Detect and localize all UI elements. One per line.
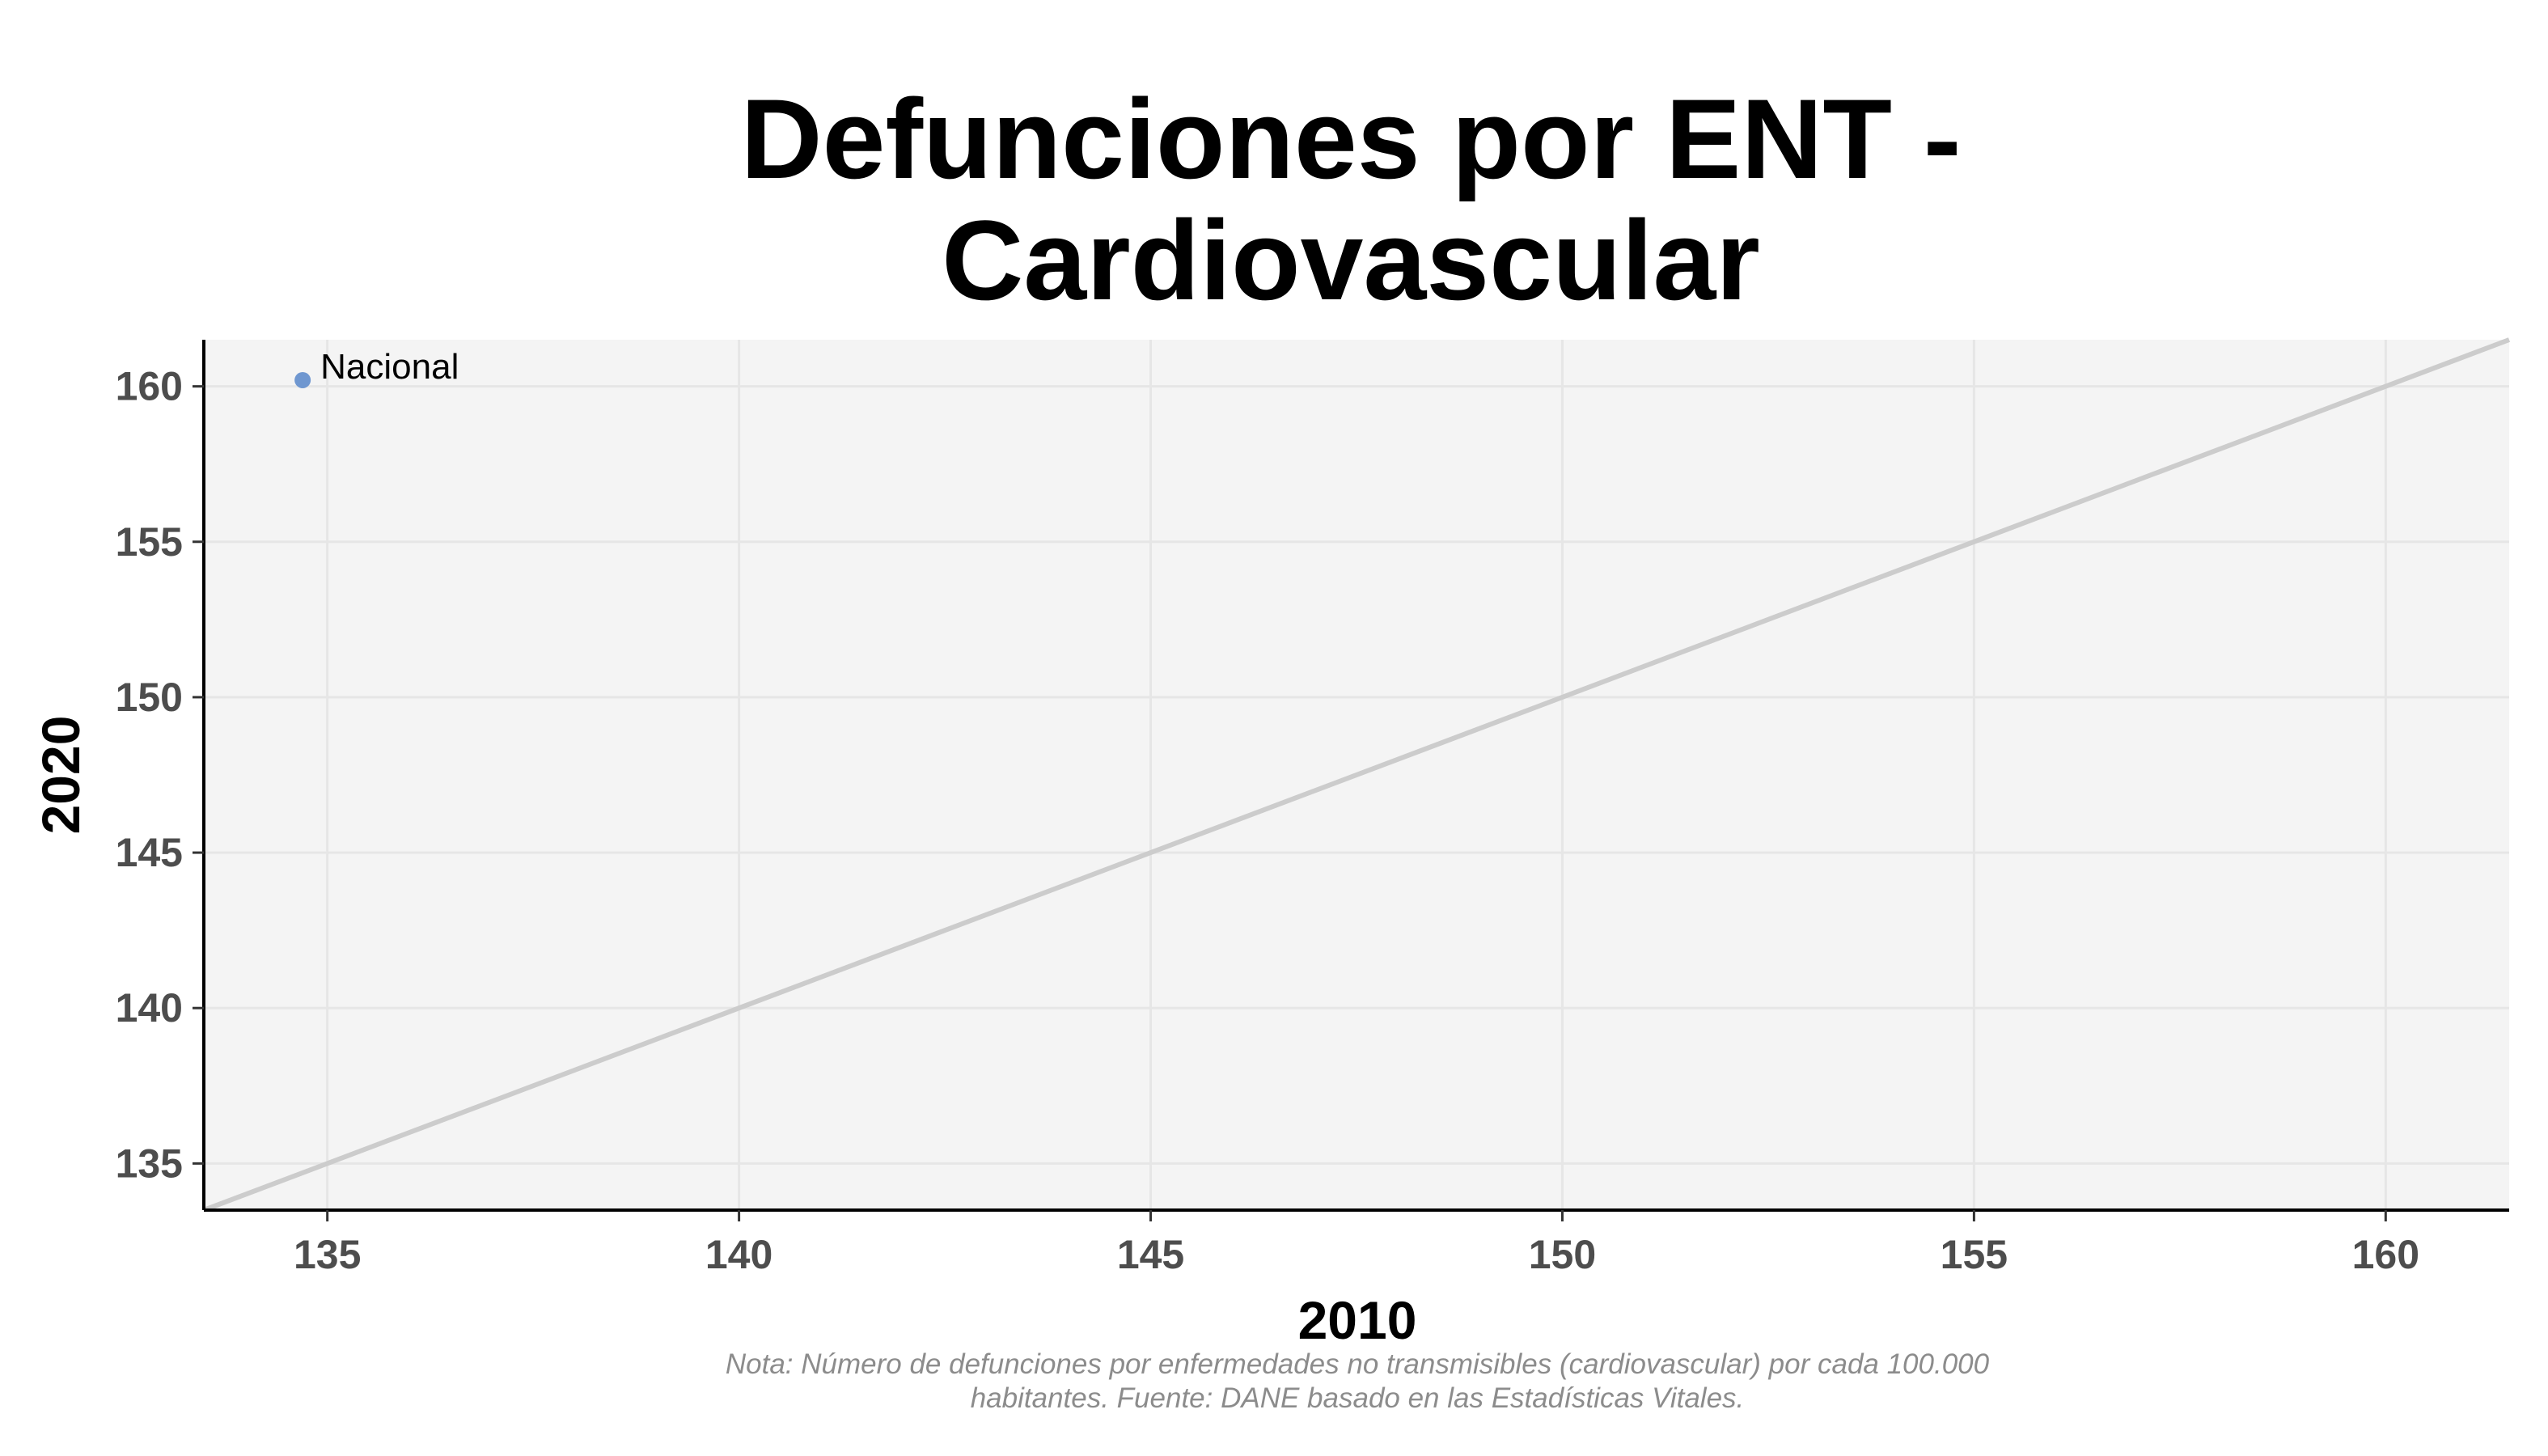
chart-caption: Nota: Número de defunciones por enfermed… xyxy=(726,1348,1990,1414)
y-axis-ticks: 135 140 145 150 155 160 xyxy=(116,364,204,1186)
x-axis-ticks: 135 140 145 150 155 160 xyxy=(294,1210,2419,1277)
x-tick-label-2: 145 xyxy=(1117,1232,1184,1277)
data-points: Nacional xyxy=(294,347,459,388)
y-axis-title: 2020 xyxy=(31,716,91,835)
x-tick-label-5: 160 xyxy=(2352,1232,2419,1277)
grid-lines xyxy=(204,340,2509,1210)
x-tick-label-1: 140 xyxy=(705,1232,772,1277)
y-tick-label-0: 135 xyxy=(116,1141,183,1186)
x-tick-label-0: 135 xyxy=(294,1232,361,1277)
caption-line-2: habitantes. Fuente: DANE basado en las E… xyxy=(971,1382,1745,1414)
y-tick-label-2: 145 xyxy=(116,830,183,875)
reference-diagonal-line xyxy=(202,337,2511,1213)
chart-title-line-1: Defunciones por ENT - xyxy=(741,75,1962,202)
data-point-0 xyxy=(294,371,311,388)
x-axis-title: 2010 xyxy=(1298,1290,1417,1350)
data-point-label-0: Nacional xyxy=(320,347,459,387)
y-tick-label-5: 160 xyxy=(116,364,183,409)
caption-line-1: Nota: Número de defunciones por enfermed… xyxy=(726,1348,1990,1380)
y-tick-label-4: 155 xyxy=(116,519,183,565)
chart-title: Defunciones por ENT - Cardiovascular xyxy=(741,75,1962,324)
chart-title-line-2: Cardiovascular xyxy=(942,197,1760,324)
x-tick-label-3: 150 xyxy=(1529,1232,1596,1277)
x-tick-label-4: 155 xyxy=(1941,1232,2008,1277)
y-tick-label-3: 150 xyxy=(116,675,183,720)
y-tick-label-1: 140 xyxy=(116,985,183,1031)
